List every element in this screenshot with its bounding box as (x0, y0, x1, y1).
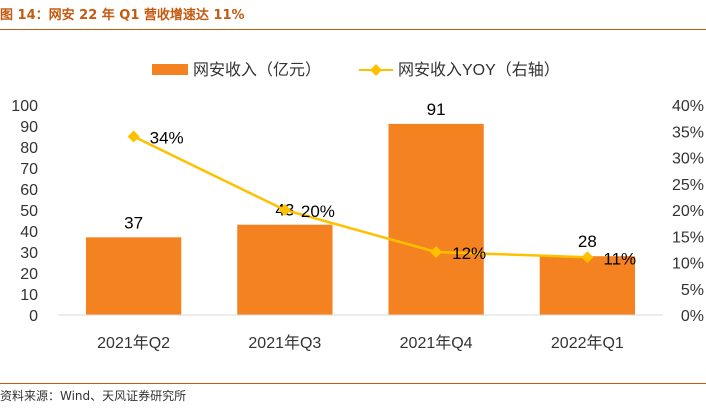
legend-line-label: 网安收入YOY（右轴） (398, 61, 560, 79)
y2-tick-label: 0% (681, 308, 704, 325)
bar-value-label: 91 (427, 100, 446, 119)
legend-bar-swatch (152, 64, 188, 75)
line-value-label: 20% (301, 202, 335, 221)
y2-tick-label: 40% (672, 98, 704, 115)
line-point (430, 246, 443, 258)
bar (539, 256, 636, 315)
right-axis: 0% 5% 10% 15% 20% 25% 30% 35% 40% (672, 98, 704, 325)
yoy-line (133, 135, 588, 259)
bar-value-label: 28 (578, 232, 597, 251)
line-point (581, 251, 594, 264)
bar (237, 224, 333, 315)
y2-tick-label: 25% (672, 177, 704, 194)
y-tick-label: 70 (20, 161, 38, 178)
y2-tick-label: 10% (672, 256, 704, 273)
legend: 网安收入（亿元） 网安收入YOY（右轴） (152, 61, 560, 79)
legend-bar-label: 网安收入（亿元） (193, 61, 321, 79)
y-tick-label: 80 (20, 140, 38, 157)
source-note: 资料来源：Wind、天风证券研究所 (0, 389, 187, 403)
line-series: 34% 20% 12% 11% (127, 129, 636, 268)
line-value-label: 11% (603, 249, 636, 268)
bar (85, 237, 182, 315)
line-value-label: 12% (452, 244, 486, 263)
y-tick-label: 0 (29, 308, 38, 325)
y2-tick-label: 15% (672, 229, 704, 246)
x-tick-label: 2022年Q1 (551, 334, 624, 352)
bar-series: 37439128 (85, 100, 636, 316)
bar (388, 123, 484, 316)
left-axis: 0 10 20 30 40 50 60 70 80 90 100 (11, 98, 38, 325)
line-point (127, 130, 140, 143)
line-point (278, 204, 291, 216)
y2-tick-label: 35% (672, 124, 704, 141)
combo-chart: 网安收入（亿元） 网安收入YOY（右轴） 0 10 20 30 40 50 60 70 80 90… (11, 61, 704, 352)
y2-tick-label: 20% (672, 203, 704, 220)
legend-line-marker (370, 64, 382, 76)
y-tick-label: 60 (20, 182, 38, 199)
y-tick-label: 100 (11, 98, 38, 115)
y-tick-label: 50 (20, 203, 38, 220)
figure-title: 图 14：网安 22 年 Q1 营收增速达 11% (0, 8, 245, 23)
y-tick-label: 10 (20, 287, 38, 304)
title-rule (0, 29, 706, 30)
y2-tick-label: 30% (672, 151, 704, 168)
x-tick-label: 2021年Q3 (248, 334, 321, 352)
line-value-label: 34% (150, 129, 184, 148)
source-rule (0, 383, 706, 384)
y-tick-label: 20 (20, 266, 38, 283)
y-tick-label: 40 (20, 224, 38, 241)
y-tick-label: 30 (20, 245, 38, 262)
bar-value-label: 37 (124, 213, 143, 232)
x-tick-label: 2021年Q2 (97, 334, 170, 352)
x-axis: 2021年Q2 2021年Q3 2021年Q4 2022年Q1 (97, 334, 624, 352)
y2-tick-label: 5% (681, 282, 704, 299)
x-tick-label: 2021年Q4 (400, 334, 473, 352)
y-tick-label: 90 (20, 119, 38, 136)
